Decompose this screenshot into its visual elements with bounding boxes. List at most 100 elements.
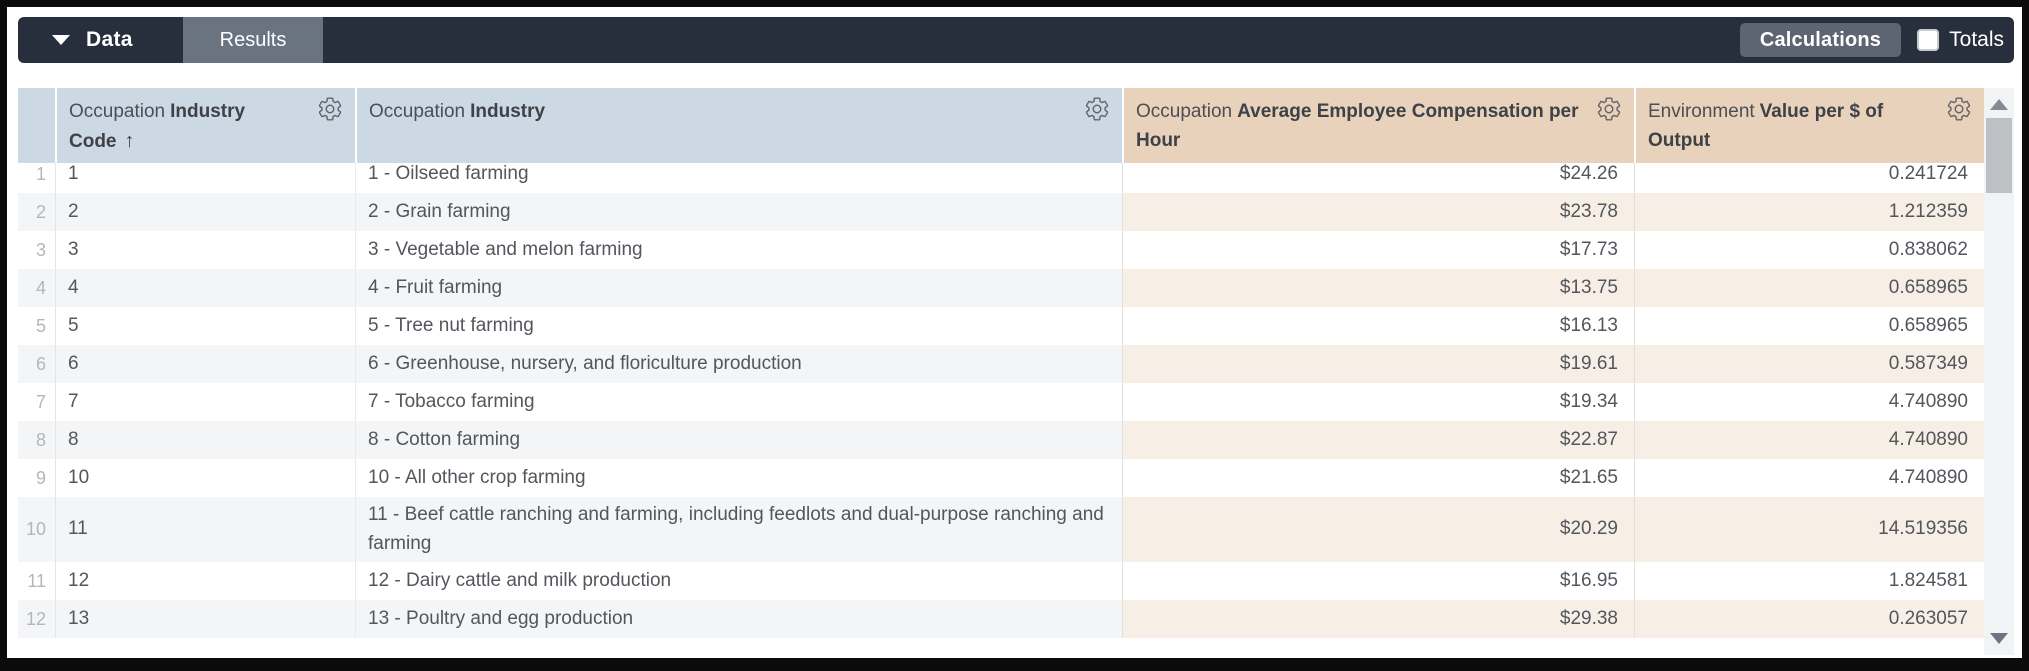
row-number-header [18, 88, 55, 164]
column-prefix: Occupation [369, 101, 466, 122]
environment-cell[interactable]: 4.740890 [1634, 421, 1984, 459]
industry-cell[interactable]: 5 - Tree nut farming [355, 307, 1122, 345]
row-number-cell: 4 [18, 269, 55, 307]
chevron-down-icon [52, 35, 70, 45]
totals-checkbox[interactable] [1917, 29, 1940, 51]
industry-code-cell[interactable]: 10 [55, 459, 355, 497]
industry-cell[interactable]: 4 - Fruit farming [355, 269, 1122, 307]
column-header-industry-code[interactable]: Occupation Industry Code ↑ [55, 88, 355, 164]
tab-data-label: Data [86, 28, 133, 51]
column-title: Average Employee Compensation per Hour [1136, 101, 1579, 152]
gear-icon[interactable] [1596, 96, 1622, 122]
tab-data[interactable]: Data [18, 17, 133, 63]
industry-code-cell[interactable]: 2 [55, 193, 355, 231]
industry-code-cell[interactable]: 5 [55, 307, 355, 345]
calculations-button[interactable]: Calculations [1739, 23, 1902, 57]
compensation-cell[interactable]: $19.34 [1122, 383, 1634, 421]
compensation-cell[interactable]: $16.13 [1122, 307, 1634, 345]
sort-ascending-icon[interactable]: ↑ [124, 130, 135, 153]
row-number-cell: 12 [18, 600, 55, 638]
column-header-compensation[interactable]: Occupation Average Employee Compensation … [1122, 88, 1634, 164]
table-row: 10 11 11 - Beef cattle ranching and farmin… [18, 497, 1984, 562]
column-header-industry[interactable]: Occupation Industry [355, 88, 1122, 164]
row-number-cell: 3 [18, 231, 55, 269]
industry-cell[interactable]: 8 - Cotton farming [355, 421, 1122, 459]
scroll-down-icon[interactable] [1990, 633, 2008, 644]
industry-cell[interactable]: 2 - Grain farming [355, 193, 1122, 231]
industry-cell[interactable]: 6 - Greenhouse, nursery, and floricultur… [355, 345, 1122, 383]
table-row: 11 12 12 - Dairy cattle and milk productio… [18, 562, 1984, 600]
data-table: Occupation Industry Code ↑ Occupation Indus… [18, 88, 1984, 638]
industry-code-cell[interactable]: 11 [55, 497, 355, 562]
tab-results[interactable]: Results [183, 17, 323, 63]
column-title: Industry [470, 101, 546, 122]
toolbar-right-group: Calculations Totals [1739, 17, 2014, 63]
environment-cell[interactable]: 0.587349 [1634, 345, 1984, 383]
compensation-cell[interactable]: $13.75 [1122, 269, 1634, 307]
compensation-cell[interactable]: $16.95 [1122, 562, 1634, 600]
industry-code-cell[interactable]: 7 [55, 383, 355, 421]
row-number-cell: 6 [18, 345, 55, 383]
row-number-cell: 2 [18, 193, 55, 231]
environment-cell[interactable]: 0.838062 [1634, 231, 1984, 269]
gear-icon[interactable] [317, 96, 343, 122]
compensation-cell[interactable]: $20.29 [1122, 497, 1634, 562]
environment-cell[interactable]: 14.519356 [1634, 497, 1984, 562]
industry-code-cell[interactable]: 3 [55, 231, 355, 269]
row-number-cell: 11 [18, 562, 55, 600]
table-row: 12 13 13 - Poultry and egg production $29.3… [18, 600, 1984, 638]
industry-code-cell[interactable]: 6 [55, 345, 355, 383]
row-number-cell: 5 [18, 307, 55, 345]
environment-cell[interactable]: 0.658965 [1634, 307, 1984, 345]
environment-cell[interactable]: 1.824581 [1634, 562, 1984, 600]
environment-cell[interactable]: 4.740890 [1634, 459, 1984, 497]
content-area: Data Results Calculations Totals Occupat… [7, 7, 2022, 658]
row-number-cell: 10 [18, 497, 55, 562]
compensation-cell[interactable]: $22.87 [1122, 421, 1634, 459]
industry-cell[interactable]: 3 - Vegetable and melon farming [355, 231, 1122, 269]
industry-code-cell[interactable]: 4 [55, 269, 355, 307]
industry-cell[interactable]: 13 - Poultry and egg production [355, 600, 1122, 638]
environment-cell[interactable]: 4.740890 [1634, 383, 1984, 421]
scrollbar-thumb[interactable] [1986, 118, 2012, 193]
scroll-up-icon[interactable] [1990, 99, 2008, 110]
compensation-cell[interactable]: $23.78 [1122, 193, 1634, 231]
industry-cell[interactable]: 7 - Tobacco farming [355, 383, 1122, 421]
gear-icon[interactable] [1084, 96, 1110, 122]
environment-cell[interactable]: 0.658965 [1634, 269, 1984, 307]
compensation-cell[interactable]: $17.73 [1122, 231, 1634, 269]
environment-cell[interactable]: 1.212359 [1634, 193, 1984, 231]
table-header-row: Occupation Industry Code ↑ Occupation Indus… [18, 88, 1984, 164]
column-prefix: Occupation [1136, 101, 1233, 122]
row-number-cell: 9 [18, 459, 55, 497]
column-prefix: Occupation [69, 101, 166, 122]
environment-cell[interactable]: 0.263057 [1634, 600, 1984, 638]
column-title: Value per $ of Output [1648, 101, 1884, 152]
table-row: 9 10 10 - All other crop farming $21.65 4.74… [18, 459, 1984, 497]
compensation-cell[interactable]: $21.65 [1122, 459, 1634, 497]
industry-cell[interactable]: 10 - All other crop farming [355, 459, 1122, 497]
compensation-cell[interactable]: $19.61 [1122, 345, 1634, 383]
vertical-scrollbar[interactable] [1984, 88, 2014, 655]
column-header-environment-value[interactable]: Environment Value per $ of Output [1634, 88, 1984, 164]
industry-code-cell[interactable]: 12 [55, 562, 355, 600]
row-number-cell: 7 [18, 383, 55, 421]
industry-code-cell[interactable]: 13 [55, 600, 355, 638]
tab-results-label: Results [219, 28, 287, 51]
industry-cell[interactable]: 12 - Dairy cattle and milk production [355, 562, 1122, 600]
totals-label: Totals [1949, 28, 2004, 51]
compensation-cell[interactable]: $29.38 [1122, 600, 1634, 638]
industry-code-cell[interactable]: 8 [55, 421, 355, 459]
row-number-cell: 8 [18, 421, 55, 459]
gear-icon[interactable] [1946, 96, 1972, 122]
column-title: Industry Code [69, 101, 246, 153]
industry-cell[interactable]: 11 - Beef cattle ranching and farming, i… [355, 497, 1122, 562]
